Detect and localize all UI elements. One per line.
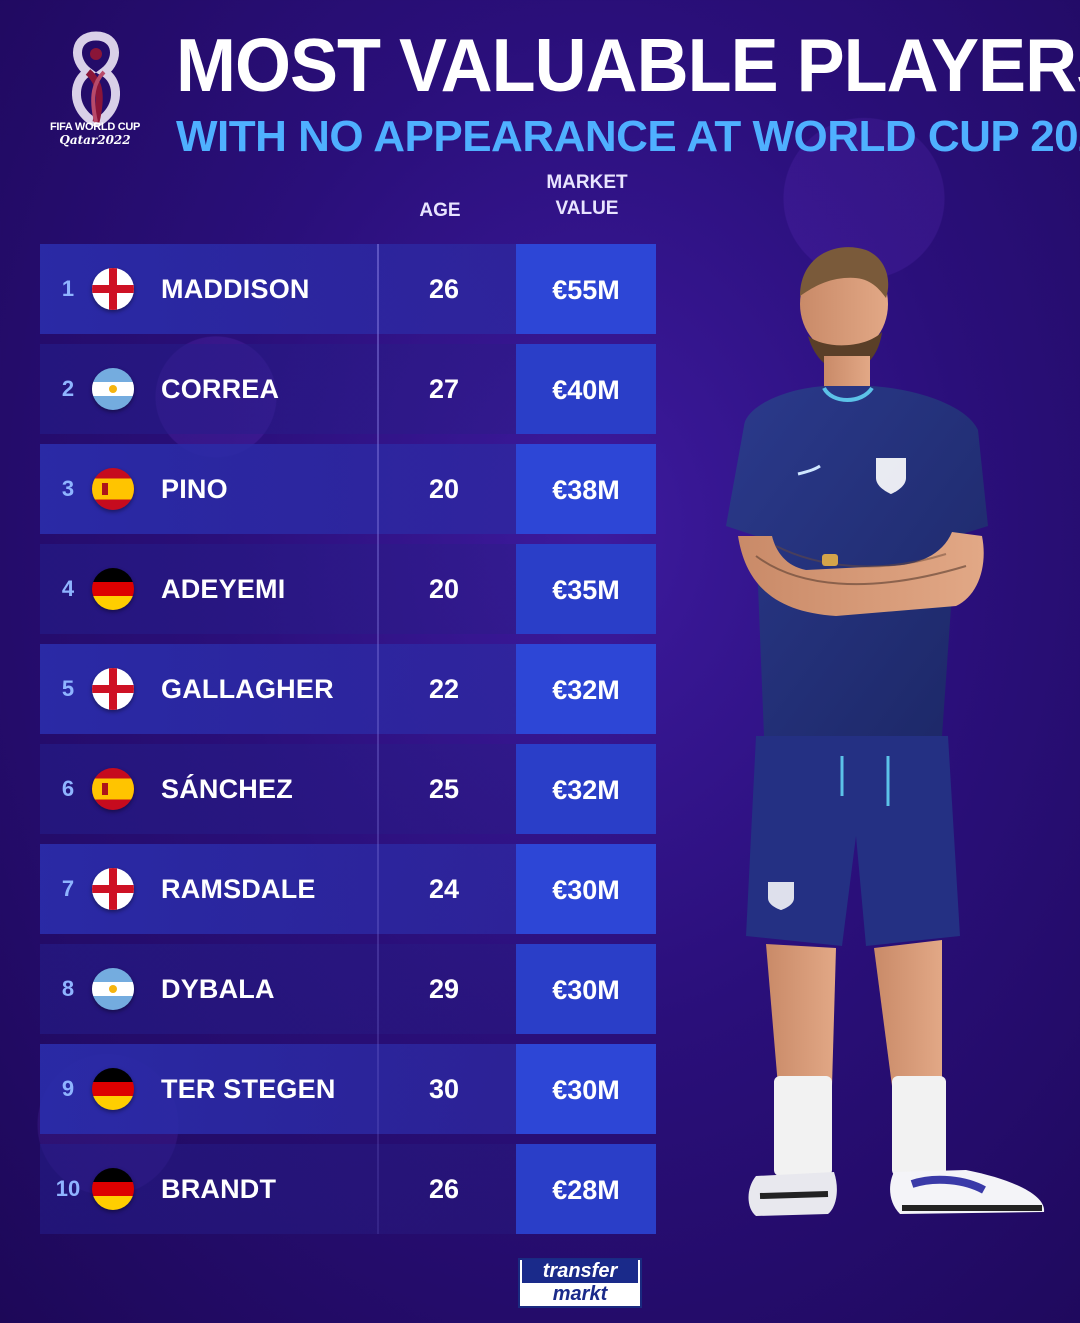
germany-flag-icon <box>92 1168 134 1210</box>
table-row: 10 BRANDT 26 €28M <box>40 1144 656 1234</box>
market-value: €30M <box>552 1075 620 1105</box>
england-flag-icon <box>92 668 134 710</box>
market-value: €40M <box>552 375 620 405</box>
table-row: 6 SÁNCHEZ 25 €32M <box>40 744 656 834</box>
rank-number: 2 <box>61 376 75 401</box>
player-age: 20 <box>428 574 460 604</box>
argentina-flag-icon <box>92 368 134 410</box>
player-photo <box>726 247 1045 1216</box>
table-row: 3 PINO 20 €38M <box>40 444 656 534</box>
market-value: €30M <box>552 875 620 905</box>
market-value: €38M <box>552 475 620 505</box>
table-row: 2 CORREA 27 €40M <box>40 344 656 434</box>
value-box <box>516 544 656 634</box>
rank-number: 8 <box>61 976 75 1001</box>
rank-number: 6 <box>61 776 75 801</box>
player-age: 26 <box>428 1174 460 1204</box>
rank-number: 1 <box>61 276 75 301</box>
player-name: TER STEGEN <box>161 1074 336 1104</box>
rank-number: 4 <box>61 576 75 601</box>
market-value: €35M <box>552 575 620 605</box>
england-flag-icon <box>92 868 134 910</box>
player-name: BRANDT <box>161 1174 277 1204</box>
value-box <box>516 944 656 1034</box>
value-box <box>516 1044 656 1134</box>
page-title: MOST VALUABLE PLAYERS <box>176 24 1080 108</box>
player-age: 29 <box>428 974 460 1004</box>
value-box <box>516 744 656 834</box>
player-name: RAMSDALE <box>161 874 316 904</box>
spain-flag-icon <box>92 468 134 510</box>
event-label: FIFA WORLD CUP <box>49 121 141 133</box>
column-divider <box>377 244 379 1234</box>
value-box <box>516 344 656 434</box>
world-cup-logo <box>72 31 120 127</box>
player-age: 27 <box>428 374 460 404</box>
germany-flag-icon <box>92 568 134 610</box>
player-name: SÁNCHEZ <box>161 774 293 804</box>
england-flag-icon <box>92 268 134 310</box>
player-name: PINO <box>161 474 228 504</box>
table-row: 4 ADEYEMI 20 €35M <box>40 544 656 634</box>
player-age: 20 <box>428 474 460 504</box>
market-value: €28M <box>552 1175 620 1205</box>
column-header-market-value: MARKET VALUE <box>546 172 628 219</box>
market-value: €55M <box>552 275 620 305</box>
player-age: 26 <box>428 274 460 304</box>
player-name: CORREA <box>161 374 280 404</box>
table-row: 5 GALLAGHER 22 €32M <box>40 644 656 734</box>
market-value: €32M <box>552 775 620 805</box>
spain-flag-icon <box>92 768 134 810</box>
player-name: MADDISON <box>161 274 310 304</box>
rank-number: 9 <box>61 1076 75 1101</box>
value-box <box>516 244 656 334</box>
value-box <box>516 1144 656 1234</box>
player-age: 22 <box>428 674 460 704</box>
player-age: 24 <box>428 874 460 904</box>
event-location-label: Qatar2022 <box>59 133 131 147</box>
table-row: 8 DYBALA 29 €30M <box>40 944 656 1034</box>
market-value: €32M <box>552 675 620 705</box>
page-subtitle: WITH NO APPEARANCE AT WORLD CUP 2022 <box>176 112 1080 161</box>
argentina-flag-icon <box>92 968 134 1010</box>
column-header-age: AGE <box>419 200 461 221</box>
table-row: 9 TER STEGEN 30 €30M <box>40 1044 656 1134</box>
market-value: €30M <box>552 975 620 1005</box>
value-box <box>516 444 656 534</box>
rank-number: 10 <box>55 1176 81 1201</box>
player-name: GALLAGHER <box>161 674 334 704</box>
player-age: 25 <box>428 774 460 804</box>
table-row: 7 RAMSDALE 24 €30M <box>40 844 656 934</box>
germany-flag-icon <box>92 1068 134 1110</box>
player-name: ADEYEMI <box>161 574 286 604</box>
transfermarkt-logo: transfer markt <box>518 1258 642 1308</box>
value-box <box>516 844 656 934</box>
table-row: 1 MADDISON 26 €55M <box>40 244 656 334</box>
rank-number: 5 <box>61 676 75 701</box>
player-age: 30 <box>428 1074 460 1104</box>
rank-number: 7 <box>61 876 75 901</box>
rank-number: 3 <box>61 476 75 501</box>
player-name: DYBALA <box>161 974 275 1004</box>
logo-text-bottom: markt <box>552 1283 608 1305</box>
value-box <box>516 644 656 734</box>
logo-text-top: transfer <box>522 1259 638 1283</box>
